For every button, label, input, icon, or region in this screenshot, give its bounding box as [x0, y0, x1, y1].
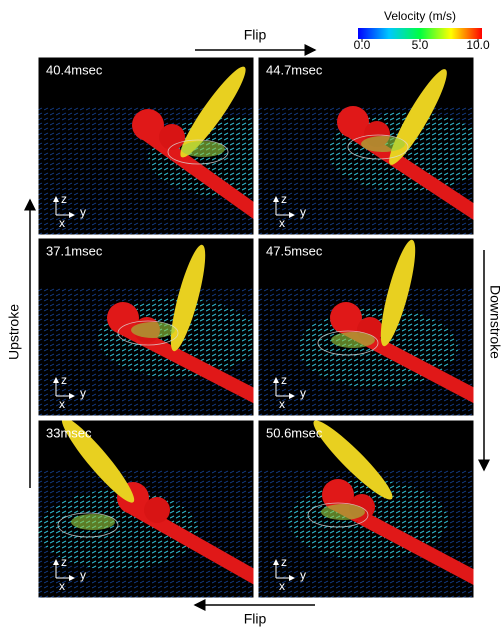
- axis-z-label: z: [61, 555, 67, 569]
- vortex-core: [71, 514, 115, 530]
- vortex-core: [321, 504, 365, 520]
- bottom-arrow-label: Flip: [244, 611, 267, 627]
- axis-x-label: x: [59, 579, 65, 593]
- figure: Velocity (m/s) Flip Flip Upstroke Downst…: [0, 0, 501, 630]
- panel: 33msec zy x: [38, 411, 274, 598]
- left-arrow-label: Upstroke: [6, 304, 22, 360]
- axis-y-label: y: [80, 568, 86, 582]
- panel-content: [38, 238, 274, 416]
- panel: 50.6msec zy x: [258, 414, 494, 598]
- right-arrow-label: Downstroke: [487, 285, 501, 359]
- axis-y-label: y: [80, 205, 86, 219]
- axis-x-label: x: [279, 216, 285, 230]
- colorbar-title: Velocity (m/s): [384, 9, 456, 23]
- panel-time: 47.5msec: [266, 243, 323, 258]
- axis-z-label: z: [61, 373, 67, 387]
- panel-content: [258, 237, 494, 416]
- panel-time: 37.1msec: [46, 243, 103, 258]
- axis-x-label: x: [59, 216, 65, 230]
- axis-y-label: y: [300, 205, 306, 219]
- panel-time: 33msec: [46, 425, 92, 440]
- top-arrow-label: Flip: [244, 27, 267, 43]
- panel-content: [258, 414, 494, 598]
- axis-y-label: y: [80, 386, 86, 400]
- panel-content: [258, 57, 494, 235]
- colorbar-tick-label: 10.0: [466, 38, 490, 52]
- axis-z-label: z: [281, 555, 287, 569]
- axis-z-label: z: [281, 192, 287, 206]
- vortex-core: [331, 332, 375, 348]
- body-sphere: [144, 497, 170, 523]
- panel-time: 44.7msec: [266, 62, 323, 77]
- axis-x-label: x: [279, 397, 285, 411]
- panel-time: 40.4msec: [46, 62, 103, 77]
- axis-y-label: y: [300, 568, 306, 582]
- axis-z-label: z: [61, 192, 67, 206]
- panel-time: 50.6msec: [266, 425, 323, 440]
- axis-x-label: x: [59, 397, 65, 411]
- axis-y-label: y: [300, 386, 306, 400]
- axis-z-label: z: [281, 373, 287, 387]
- vortex-core: [361, 136, 405, 152]
- axis-x-label: x: [279, 579, 285, 593]
- panel: 37.1msec zy x: [38, 238, 274, 416]
- panel: 44.7msec zy x: [258, 57, 494, 235]
- vortex-core: [181, 141, 225, 157]
- panel: 47.5msec zy x: [258, 237, 494, 416]
- colorbar-tick-label: 0.0: [354, 38, 371, 52]
- colorbar-tick-label: 5.0: [412, 38, 429, 52]
- vortex-core: [131, 322, 175, 338]
